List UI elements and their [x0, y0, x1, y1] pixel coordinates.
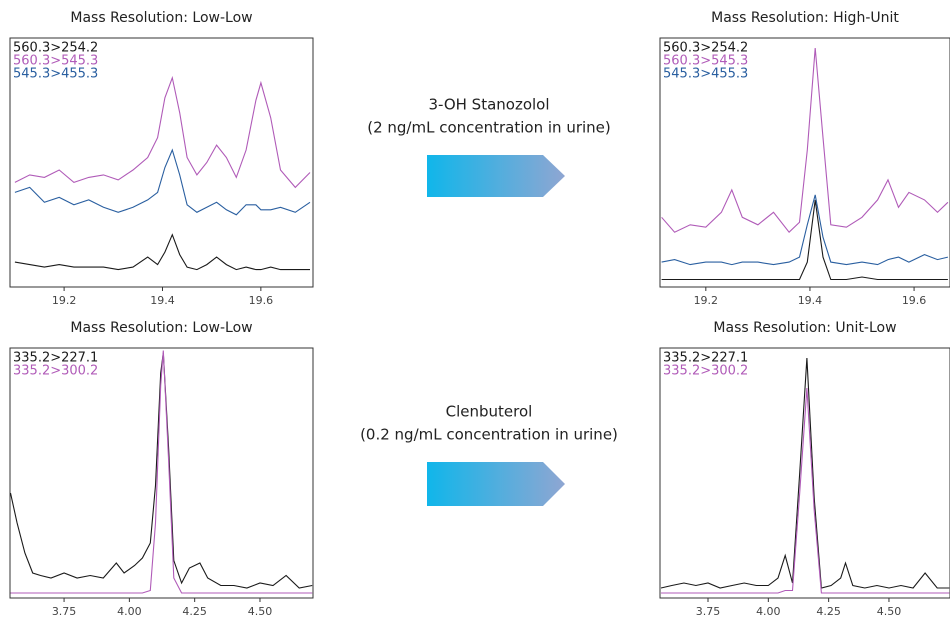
compound-name: 3-OH Stanozolol	[428, 96, 549, 114]
chart-title: Mass Resolution: High-Unit	[711, 10, 899, 26]
legend-label: 560.3>545.3	[663, 54, 748, 69]
x-tick-label: 19.6	[902, 294, 927, 307]
legend-label: 560.3>254.2	[13, 41, 98, 56]
x-tick-label: 19.4	[798, 294, 823, 307]
x-tick-label: 4.25	[182, 605, 207, 617]
series-line	[661, 194, 949, 266]
plot-frame	[9, 37, 314, 288]
x-tick-label: 19.2	[694, 294, 719, 307]
series-line	[661, 47, 949, 234]
legend-label: 545.3>455.3	[13, 67, 98, 82]
series-line	[10, 350, 313, 594]
x-tick-label: 4.50	[877, 605, 902, 617]
x-tick-label: 19.4	[150, 294, 175, 307]
legend-label: 335.2>300.2	[13, 364, 98, 379]
series-line	[14, 75, 311, 189]
chart-title: Mass Resolution: Low-Low	[70, 320, 252, 336]
series-line	[661, 199, 948, 281]
x-tick-label: 4.25	[816, 605, 841, 617]
chart-title: Mass Resolution: Low-Low	[70, 10, 252, 26]
series-line	[10, 352, 313, 589]
legend-label: 545.3>455.3	[663, 67, 748, 82]
arrow	[427, 462, 565, 506]
compound-note: (2 ng/mL concentration in urine)	[367, 119, 611, 137]
series-line	[661, 387, 950, 594]
legend-label: 335.2>227.1	[13, 351, 98, 366]
arrow	[427, 155, 565, 197]
series-line	[14, 233, 310, 271]
x-tick-label: 19.6	[249, 294, 274, 307]
plot-frame	[659, 37, 950, 288]
plot-frame	[9, 347, 314, 599]
series-line	[660, 357, 950, 589]
legend-label: 335.2>227.1	[663, 351, 748, 366]
x-tick-label: 3.75	[696, 605, 721, 617]
x-tick-label: 4.50	[248, 605, 273, 617]
x-tick-label: 4.00	[756, 605, 781, 617]
plot-frame	[659, 347, 950, 599]
x-tick-label: 19.2	[52, 294, 77, 307]
chart-title: Mass Resolution: Unit-Low	[713, 320, 896, 336]
legend-label: 335.2>300.2	[663, 364, 748, 379]
legend-label: 560.3>254.2	[663, 41, 748, 56]
compound-note: (0.2 ng/mL concentration in urine)	[360, 426, 618, 444]
compound-name: Clenbuterol	[446, 403, 533, 421]
x-tick-label: 3.75	[52, 605, 77, 617]
x-tick-label: 4.00	[117, 605, 142, 617]
series-line	[14, 148, 311, 216]
legend-label: 560.3>545.3	[13, 54, 98, 69]
